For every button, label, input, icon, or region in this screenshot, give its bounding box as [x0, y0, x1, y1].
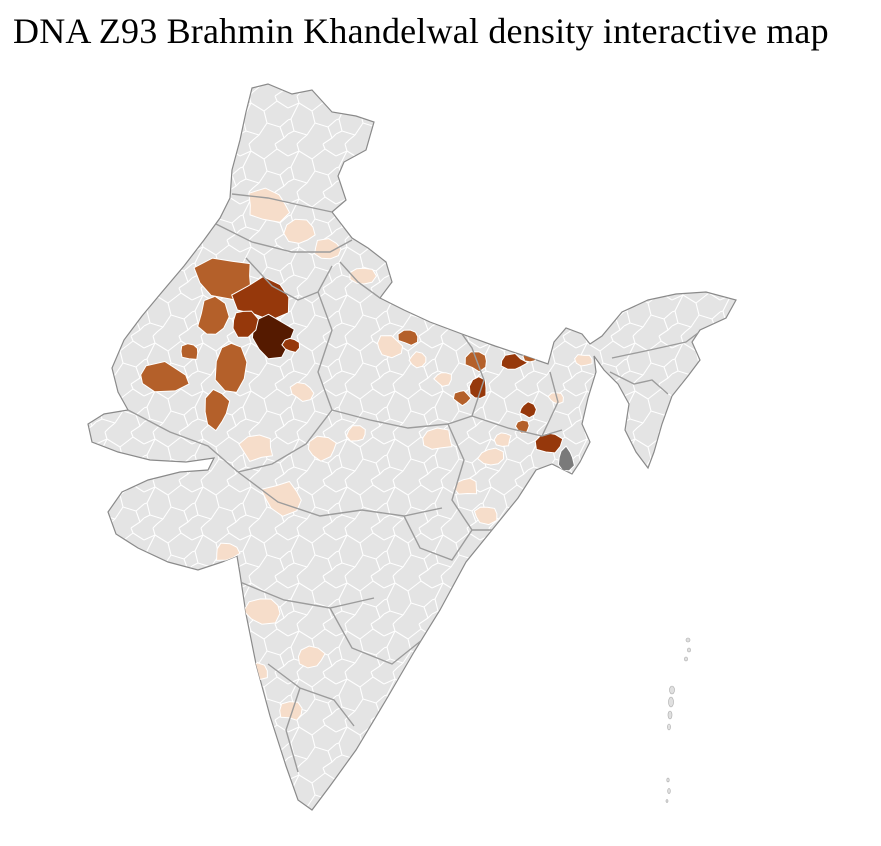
- district-low[interactable]: [433, 372, 452, 387]
- district-gray_dark[interactable]: [557, 445, 575, 472]
- district-low[interactable]: [408, 351, 427, 369]
- district-low[interactable]: [473, 506, 498, 526]
- district-medium[interactable]: [397, 329, 419, 346]
- district-low[interactable]: [216, 542, 241, 561]
- district-medium[interactable]: [214, 342, 248, 393]
- district-low[interactable]: [349, 267, 378, 285]
- shaded-districts: [140, 187, 740, 721]
- district-low[interactable]: [238, 434, 274, 463]
- district-medium[interactable]: [452, 390, 472, 407]
- district-low[interactable]: [453, 477, 478, 495]
- india-outline[interactable]: [87, 83, 737, 811]
- district-low[interactable]: [260, 480, 302, 517]
- district-medium[interactable]: [464, 351, 487, 373]
- district-low[interactable]: [283, 218, 316, 244]
- district-low[interactable]: [718, 323, 740, 336]
- page-title: DNA Z93 Brahmin Khandelwal density inter…: [13, 11, 829, 51]
- district-low[interactable]: [345, 425, 366, 442]
- district-medium[interactable]: [180, 343, 199, 360]
- district-medium[interactable]: [197, 295, 230, 335]
- state-borders: [127, 193, 703, 773]
- district-low[interactable]: [574, 354, 593, 367]
- district-low[interactable]: [307, 435, 337, 462]
- andaman-islands: [665, 637, 691, 803]
- district-high[interactable]: [232, 310, 259, 338]
- district-medium[interactable]: [204, 388, 231, 432]
- district-low[interactable]: [242, 598, 281, 625]
- district-high[interactable]: [534, 432, 564, 454]
- district-low[interactable]: [297, 645, 326, 669]
- district-medium[interactable]: [140, 360, 190, 393]
- district-low[interactable]: [376, 335, 404, 359]
- district-low[interactable]: [314, 238, 342, 260]
- district-high[interactable]: [519, 401, 537, 419]
- district-low[interactable]: [493, 432, 512, 447]
- district-low[interactable]: [422, 427, 453, 450]
- district-low[interactable]: [547, 392, 564, 405]
- district-low[interactable]: [279, 701, 303, 721]
- district-low[interactable]: [289, 381, 315, 403]
- district-low[interactable]: [476, 447, 505, 466]
- district-high[interactable]: [281, 337, 301, 353]
- district-low[interactable]: [243, 662, 268, 681]
